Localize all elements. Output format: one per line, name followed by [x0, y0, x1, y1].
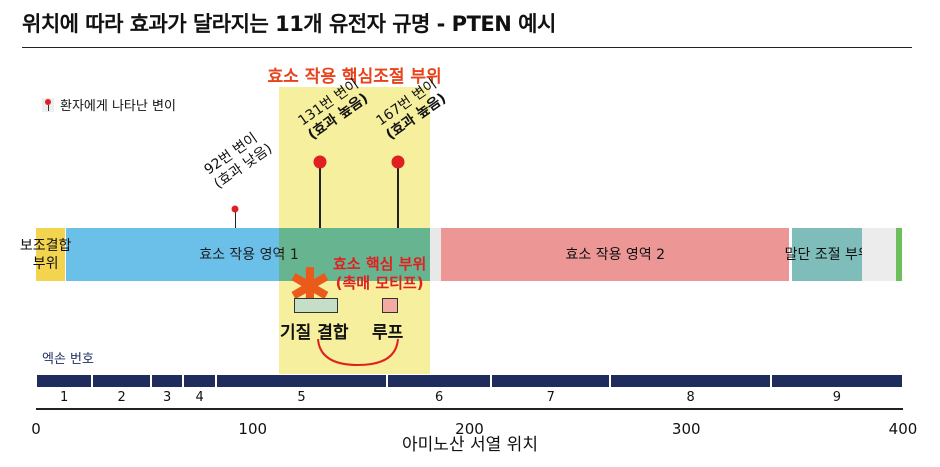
mutation-stem	[319, 162, 321, 228]
exon-number: 2	[117, 390, 126, 405]
map-pin-icon	[42, 97, 54, 112]
domain-label: 말단 조절 부위	[784, 246, 871, 263]
exon-block	[611, 375, 770, 387]
x-tick-label: 0	[31, 420, 41, 438]
exon-block	[216, 375, 387, 387]
domain-block	[861, 228, 898, 281]
mutation-pin-icon	[391, 155, 405, 169]
exon-number: 6	[435, 390, 444, 405]
exon-block	[492, 375, 610, 387]
domain-block	[430, 228, 443, 281]
exon-number: 4	[195, 390, 204, 405]
exon-label: 엑손 번호	[42, 352, 94, 367]
exon-number: 3	[162, 390, 172, 405]
loop-label: 루프	[372, 323, 404, 343]
highlight-label: 효소 작용 핵심조절 부위	[267, 67, 442, 87]
catalytic-core-label: 효소 핵심 부위 (촉매 모티프)	[333, 255, 426, 293]
substrate-binding-label: 기질 결합	[280, 323, 349, 343]
legend: 환자에게 나타난 변이	[42, 95, 176, 114]
domain-label: 보조결합 부위	[19, 237, 72, 272]
x-tick-label: 200	[455, 420, 484, 438]
exon-block	[184, 375, 215, 387]
mutation-pin-icon	[231, 205, 239, 213]
exon-number: 5	[297, 390, 306, 405]
legend-label: 환자에게 나타난 변이	[60, 99, 176, 114]
domain-label: 효소 작용 영역 1	[199, 246, 299, 263]
domain-label: 효소 작용 영역 2	[565, 246, 666, 263]
core-label-line1: 효소 핵심 부위	[333, 255, 427, 273]
exon-block	[37, 375, 92, 387]
core-label-line2: (촉매 모티프)	[335, 274, 424, 292]
mutation-stem	[397, 162, 399, 228]
title-divider	[22, 47, 912, 48]
x-tick-label: 400	[888, 420, 918, 438]
page-title: 위치에 따라 효과가 달라지는 11개 유전자 규명 - PTEN 예시	[22, 12, 556, 36]
loop-box	[382, 298, 398, 313]
interaction-arc	[317, 338, 399, 367]
mutation-stem	[234, 209, 237, 228]
domain-block: 효소 작용 영역 2	[441, 228, 790, 281]
exon-number: 9	[832, 390, 842, 405]
domain-block: 효소 작용 영역 1	[66, 228, 432, 281]
mutation-label: 92번 변이 (효과 낮음)	[202, 127, 276, 193]
domain-block	[896, 228, 902, 281]
x-axis-label: 아미노산 서열 위치	[402, 435, 538, 455]
exon-number: 1	[60, 390, 69, 405]
exon-block	[771, 375, 902, 387]
domain-block: 말단 조절 부위	[785, 228, 871, 281]
exon-block	[151, 375, 183, 387]
x-tick-label: 100	[238, 420, 268, 438]
x-tick-label: 300	[671, 420, 701, 438]
mutation-pin-icon	[313, 155, 327, 169]
exon-number: 7	[546, 390, 555, 405]
exon-block	[388, 375, 491, 387]
x-axis-line	[36, 408, 903, 410]
domain-block: 보조결합 부위	[20, 228, 71, 281]
exon-number: 8	[686, 390, 695, 405]
exon-block	[93, 375, 150, 387]
substrate-binding-box	[294, 298, 338, 313]
